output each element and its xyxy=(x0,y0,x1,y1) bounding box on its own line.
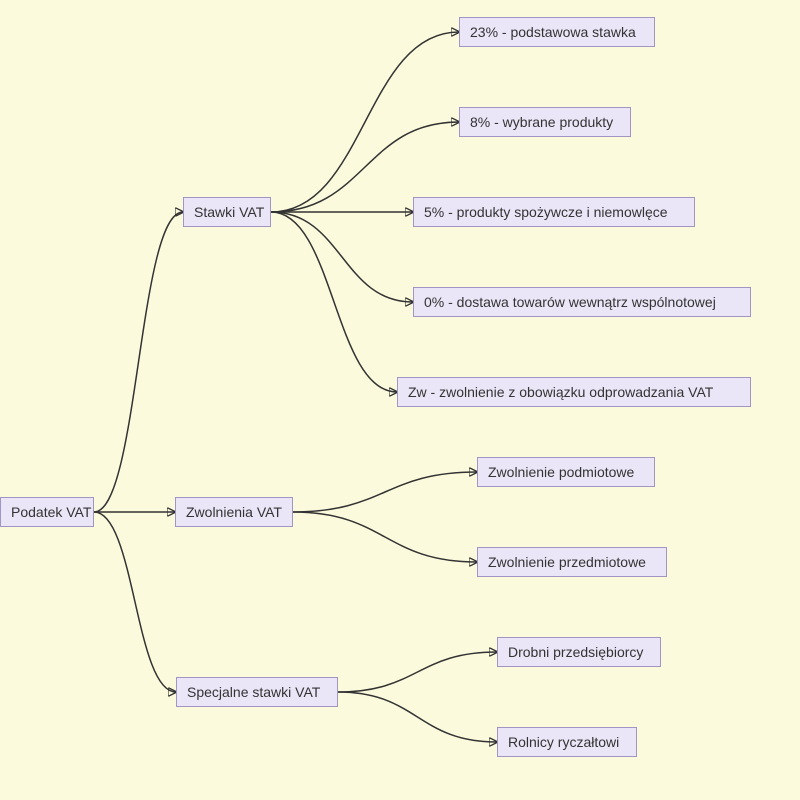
edge-spec-dp xyxy=(338,652,497,692)
node-s8: 8% - wybrane produkty xyxy=(459,107,631,137)
node-zpod: Zwolnienie podmiotowe xyxy=(477,457,655,487)
node-szw: Zw - zwolnienie z obowiązku odprowadzani… xyxy=(397,377,751,407)
node-dp: Drobni przedsiębiorcy xyxy=(497,637,661,667)
edge-stawki-s0 xyxy=(271,212,413,302)
node-s5: 5% - produkty spożywcze i niemowlęce xyxy=(413,197,695,227)
edge-stawki-s23 xyxy=(271,32,459,212)
node-zprz: Zwolnienie przedmiotowe xyxy=(477,547,667,577)
node-s23: 23% - podstawowa stawka xyxy=(459,17,655,47)
edge-root-stawki xyxy=(94,212,183,512)
node-zwoln: Zwolnienia VAT xyxy=(175,497,293,527)
edge-zwoln-zprz xyxy=(293,512,477,562)
edge-root-spec xyxy=(94,512,176,692)
node-stawki: Stawki VAT xyxy=(183,197,271,227)
node-root: Podatek VAT xyxy=(0,497,94,527)
node-spec: Specjalne stawki VAT xyxy=(176,677,338,707)
edge-zwoln-zpod xyxy=(293,472,477,512)
edge-spec-rr xyxy=(338,692,497,742)
edge-stawki-szw xyxy=(271,212,397,392)
node-rr: Rolnicy ryczałtowi xyxy=(497,727,637,757)
node-s0: 0% - dostawa towarów wewnątrz wspólnotow… xyxy=(413,287,751,317)
